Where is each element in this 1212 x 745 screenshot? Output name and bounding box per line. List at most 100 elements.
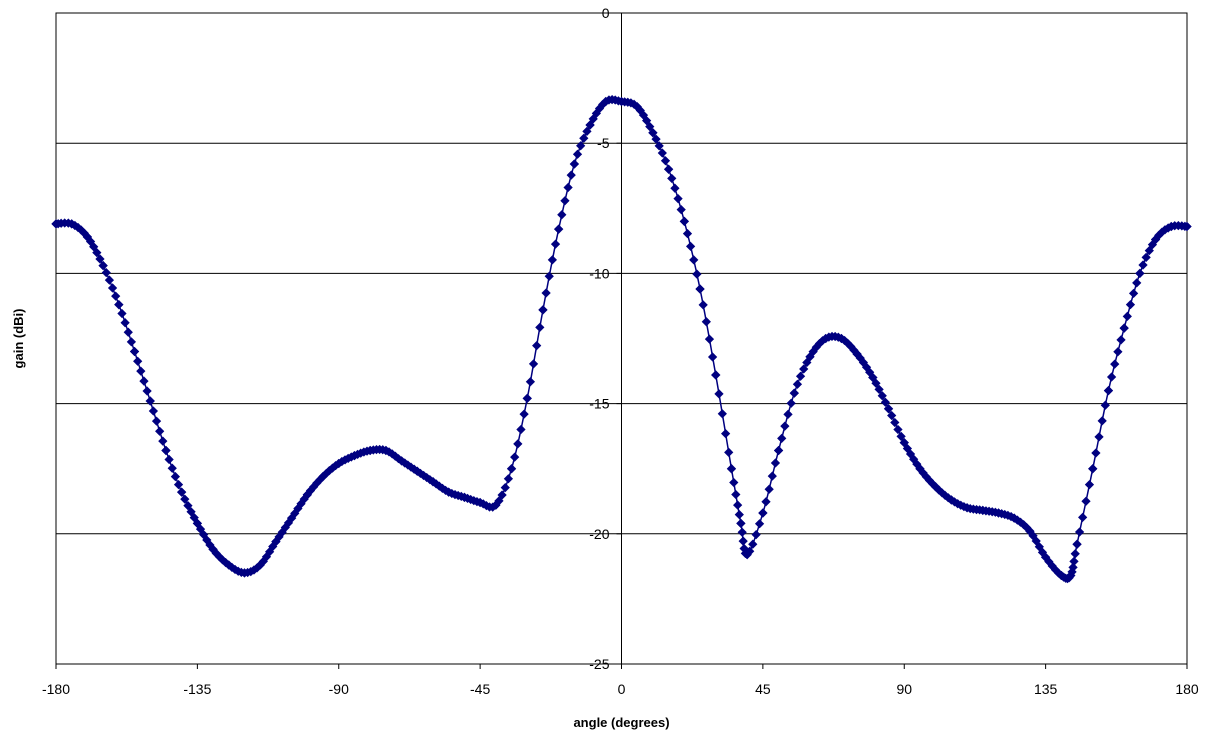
data-point <box>946 495 956 505</box>
data-point <box>1066 570 1076 581</box>
marker-decor <box>1144 245 1154 256</box>
marker-decor <box>1110 359 1120 369</box>
data-point <box>585 120 595 130</box>
marker-decor <box>550 239 561 249</box>
data-points <box>51 96 1192 581</box>
data-point <box>773 445 784 456</box>
marker-decor <box>877 391 887 401</box>
marker-decor <box>117 308 127 319</box>
data-point <box>459 492 470 502</box>
marker-decor <box>186 507 196 517</box>
data-point <box>224 560 234 570</box>
y-axis-title: gain (dBi) <box>11 309 26 369</box>
data-point <box>51 219 61 229</box>
marker-decor <box>654 141 664 151</box>
data-point <box>852 349 862 359</box>
marker-decor <box>770 458 781 468</box>
data-point <box>931 482 941 492</box>
marker-decor <box>148 406 159 416</box>
data-point <box>883 404 894 414</box>
data-point <box>1088 464 1098 474</box>
x-tick-label: 45 <box>755 681 771 697</box>
y-tick-label: -5 <box>597 135 610 151</box>
marker-decor <box>673 193 683 204</box>
marker-decor <box>729 477 739 488</box>
marker-decor <box>120 318 130 328</box>
marker-decor <box>547 255 558 265</box>
marker-decor <box>503 474 514 484</box>
marker-decor <box>1128 288 1139 299</box>
marker-decor <box>1125 300 1136 310</box>
marker-decor <box>519 409 529 419</box>
data-point <box>679 216 689 226</box>
marker-decor <box>133 356 143 366</box>
data-point <box>632 102 642 112</box>
x-axis-title: angle (degrees) <box>573 715 669 730</box>
marker-decor <box>685 241 696 252</box>
marker-decor <box>1068 562 1078 572</box>
marker-decor <box>751 530 761 540</box>
data-point <box>444 487 454 497</box>
data-point <box>67 219 77 229</box>
marker-decor <box>139 376 149 386</box>
marker-decor <box>1097 416 1107 426</box>
marker-decor <box>513 439 523 449</box>
marker-decor <box>1094 432 1104 442</box>
marker-decor <box>754 519 765 529</box>
marker-decor <box>1122 311 1132 321</box>
data-point <box>538 305 548 315</box>
marker-decor <box>701 317 711 327</box>
marker-decor <box>689 255 699 265</box>
marker-decor <box>1113 347 1123 357</box>
marker-decor <box>786 398 796 408</box>
data-point <box>491 500 501 510</box>
marker-decor <box>1141 252 1151 262</box>
marker-decor <box>89 242 99 252</box>
data-point <box>522 393 532 404</box>
data-point <box>428 477 438 487</box>
marker-decor <box>107 283 118 293</box>
data-point <box>569 159 579 169</box>
data-point <box>302 490 312 500</box>
marker-decor <box>1081 496 1091 506</box>
data-point <box>736 518 746 529</box>
data-point <box>349 451 360 461</box>
marker-decor <box>532 340 542 351</box>
data-point <box>177 487 187 497</box>
data-point <box>1135 268 1145 279</box>
data-point <box>742 550 752 560</box>
marker-decor <box>180 494 190 504</box>
marker-decor <box>1084 480 1095 490</box>
marker-decor <box>645 121 655 132</box>
marker-decor <box>189 513 199 523</box>
data-point <box>962 503 972 513</box>
data-point <box>271 536 281 547</box>
data-point <box>695 284 705 294</box>
marker-decor <box>799 364 809 374</box>
data-point <box>1056 570 1066 581</box>
data-point <box>318 471 328 482</box>
marker-decor <box>528 359 539 369</box>
marker-decor <box>126 337 137 347</box>
data-point <box>192 518 202 529</box>
marker-decor <box>101 267 111 278</box>
data-point <box>616 96 627 107</box>
data-point <box>1182 221 1192 232</box>
data-point <box>114 300 124 310</box>
data-point <box>648 128 658 138</box>
marker-decor <box>670 183 680 193</box>
marker-decor <box>557 210 567 220</box>
marker-decor <box>1070 549 1080 559</box>
data-point <box>334 458 344 469</box>
marker-decor <box>1100 400 1110 410</box>
y-tick-label: 0 <box>602 5 610 21</box>
marker-decor <box>738 536 748 546</box>
data-point <box>255 560 265 570</box>
marker-decor <box>500 482 510 493</box>
y-tick-label: -10 <box>589 265 609 281</box>
marker-decor <box>563 182 573 193</box>
marker-decor <box>777 433 787 443</box>
marker-decor <box>123 327 133 337</box>
marker-decor <box>704 334 715 344</box>
